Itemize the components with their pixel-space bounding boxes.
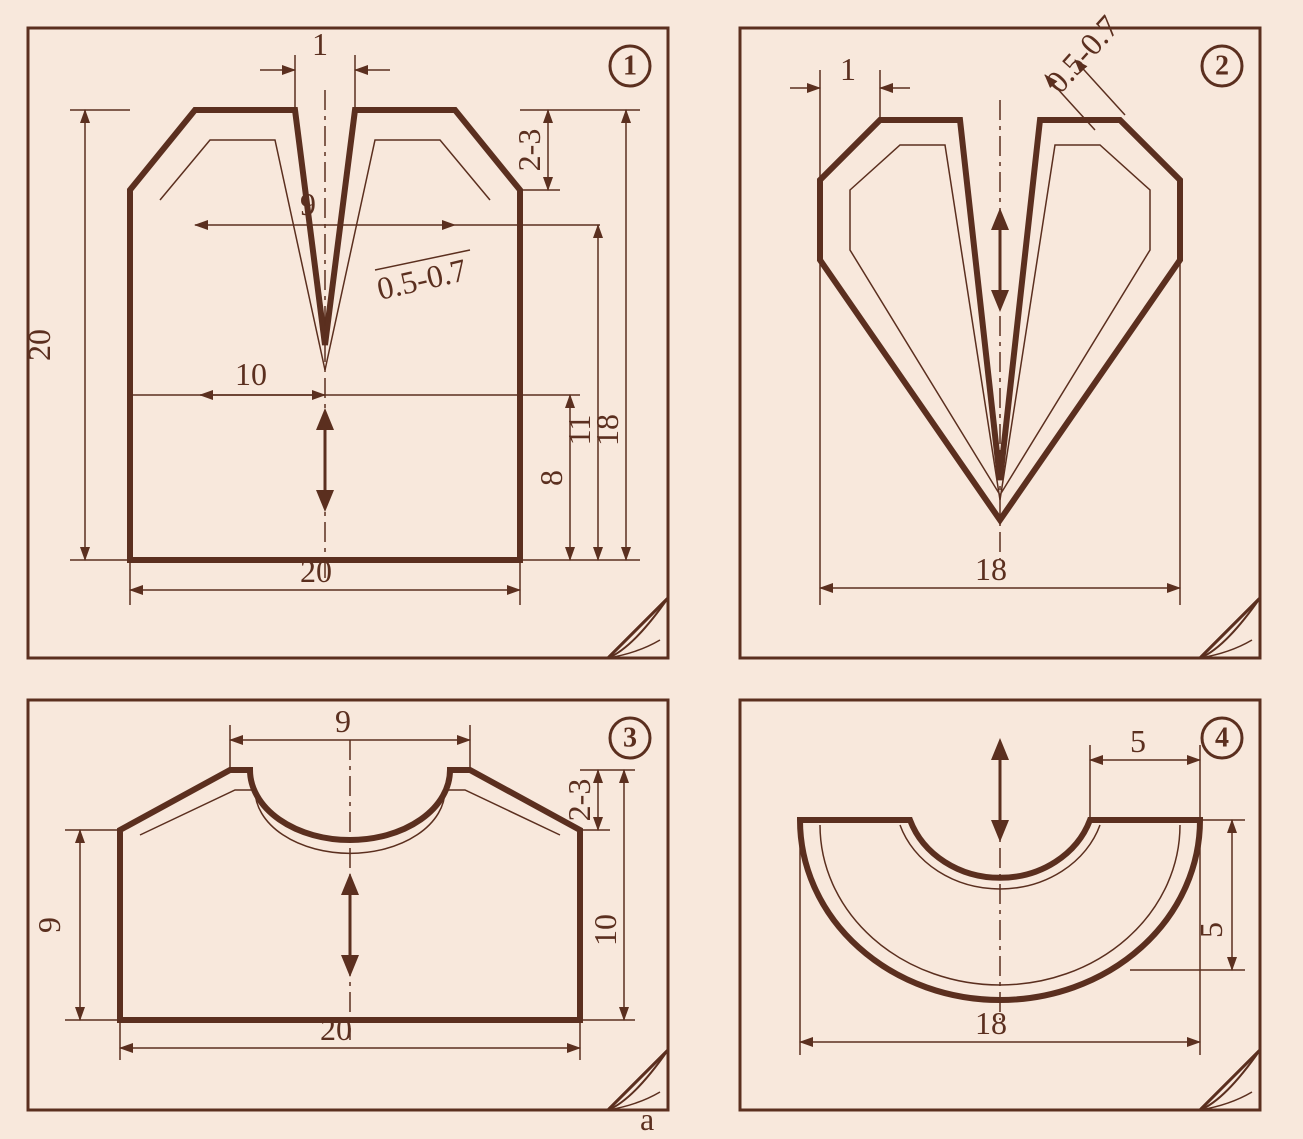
badge-2: 2 <box>1215 51 1229 82</box>
dim-p2-w18: 18 <box>975 551 1007 587</box>
dim-p1-topgap: 1 <box>312 26 328 62</box>
dim-p1-w10: 10 <box>235 356 267 392</box>
dim-p3-h10: 10 <box>587 914 623 946</box>
dim-p3-w9: 9 <box>335 703 351 739</box>
dim-p3-w20: 20 <box>320 1011 352 1047</box>
dim-p1-h20: 20 <box>21 329 57 361</box>
badge-1: 1 <box>623 51 637 82</box>
dim-p1-h23: 2-3 <box>511 129 547 172</box>
dim-p4-h5: 5 <box>1193 922 1229 938</box>
dim-p4-w18: 18 <box>975 1005 1007 1041</box>
dim-p2-topgap: 1 <box>840 51 856 87</box>
panel-3: 3 9 9 2-3 10 20 <box>28 700 668 1110</box>
badge-3: 3 <box>623 723 637 754</box>
dim-p1-w20b: 20 <box>300 553 332 589</box>
dim-p3-h9: 9 <box>31 917 67 933</box>
dim-p4-w5: 5 <box>1130 723 1146 759</box>
badge-4: 4 <box>1215 723 1229 754</box>
footer-label: a <box>640 1101 654 1137</box>
dim-p1-h8: 8 <box>533 470 569 486</box>
panel-1: 1 1 20 9 10 0.5-0.7 20 2-3 8 11 18 <box>21 26 668 658</box>
dim-p1-h18: 18 <box>589 414 625 446</box>
dim-p1-w9: 9 <box>300 186 316 222</box>
panel-4: 4 5 5 18 <box>740 700 1260 1110</box>
dim-p3-h23: 2-3 <box>561 779 597 822</box>
panel-2: 2 1 0.5-0.7 18 <box>740 8 1260 658</box>
